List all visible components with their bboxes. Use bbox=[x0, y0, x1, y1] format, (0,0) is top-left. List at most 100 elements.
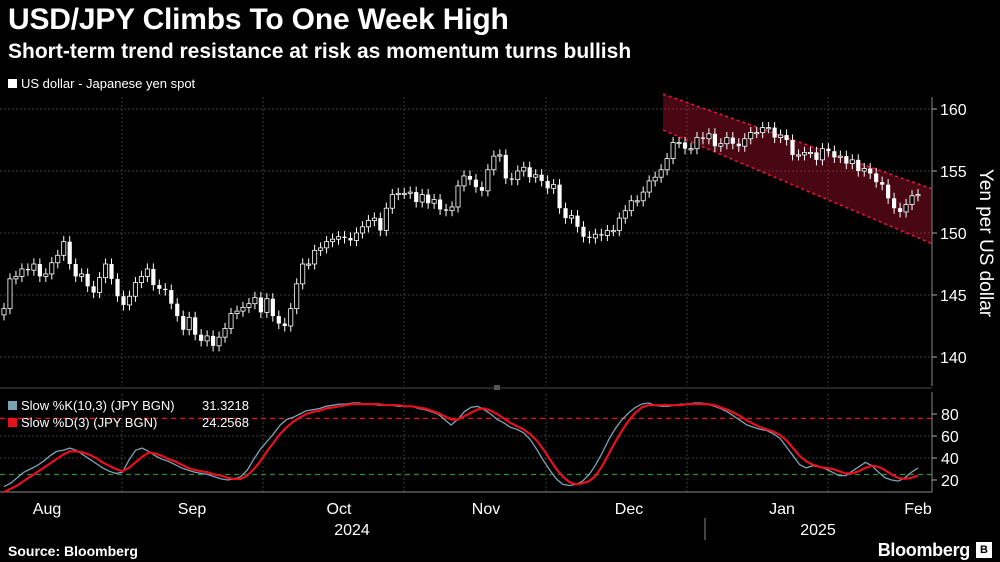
candle-body-up-137 bbox=[819, 148, 825, 161]
candle-body-up-60 bbox=[359, 226, 365, 234]
candle-body-up-102 bbox=[610, 230, 616, 233]
stoch-legend: Slow %K(10,3) (JPY BGN) 31.3218 Slow %D(3… bbox=[8, 398, 249, 430]
candle-body-up-87 bbox=[521, 166, 527, 172]
candle-body-up-113 bbox=[676, 142, 682, 145]
candle-body-down-141 bbox=[844, 156, 849, 164]
year-label-2024: 2024 bbox=[334, 522, 370, 539]
candle-body-up-49 bbox=[294, 283, 300, 310]
candle-body-down-131 bbox=[784, 135, 789, 140]
candle-body-up-21 bbox=[126, 295, 132, 306]
candle-body-down-145 bbox=[868, 168, 873, 174]
candle-body-up-59 bbox=[353, 232, 359, 241]
month-label-feb: Feb bbox=[904, 501, 932, 518]
candle-body-up-89 bbox=[533, 174, 539, 178]
candle-body-down-136 bbox=[814, 152, 819, 160]
candle-body-down-148 bbox=[886, 184, 891, 199]
candle-body-down-78 bbox=[467, 175, 473, 180]
candle-body-up-24 bbox=[144, 268, 150, 277]
chart-title: USD/JPY Climbs To One Week High bbox=[8, 3, 509, 36]
candle-body-down-20 bbox=[121, 296, 126, 305]
candle-body-down-63 bbox=[378, 218, 383, 231]
brand-logo-icon: B bbox=[976, 542, 992, 558]
candle-body-down-69 bbox=[414, 192, 419, 202]
stoch-y-axis: 20 40 60 80 bbox=[932, 407, 959, 490]
candle-body-up-3 bbox=[19, 268, 25, 277]
candle-body-up-39 bbox=[234, 310, 240, 314]
candle-body-up-51 bbox=[306, 263, 312, 266]
candle-body-down-114 bbox=[682, 142, 688, 149]
candle-body-up-70 bbox=[419, 194, 425, 203]
year-label-2025: 2025 bbox=[800, 522, 836, 539]
candle-body-down-150 bbox=[897, 208, 903, 212]
stoch-tick-label-40: 40 bbox=[941, 451, 959, 468]
candle-body-up-95 bbox=[569, 215, 575, 219]
month-label-sep: Sep bbox=[178, 501, 207, 518]
candle-body-down-15 bbox=[91, 286, 96, 293]
price-legend: US dollar - Japanese yen spot bbox=[8, 76, 196, 91]
legend-swatch-d bbox=[8, 418, 17, 427]
candle-body-down-88 bbox=[527, 167, 532, 178]
candle-body-up-50 bbox=[300, 263, 306, 285]
legend-swatch-usdjpy bbox=[8, 79, 17, 88]
price-y-axis: 140 145 150 155 160 bbox=[932, 102, 967, 367]
stoch-tick-label-20: 20 bbox=[941, 473, 959, 490]
candle-body-up-17 bbox=[103, 263, 109, 279]
brand-wordmark: Bloomberg bbox=[877, 540, 971, 560]
candle-body-up-52 bbox=[312, 249, 318, 265]
candle-body-up-116 bbox=[694, 137, 700, 150]
candle-body-down-90 bbox=[539, 174, 544, 181]
candle-body-up-118 bbox=[706, 133, 712, 140]
candle-body-up-142 bbox=[849, 159, 855, 164]
candle-body-down-29 bbox=[175, 303, 180, 317]
legend-swatch-k bbox=[8, 401, 17, 410]
candle-body-down-4 bbox=[25, 268, 30, 271]
price-tick-label-140: 140 bbox=[940, 350, 967, 367]
candle-body-down-32 bbox=[193, 317, 198, 335]
candle-body-up-126 bbox=[754, 132, 760, 135]
candle-body-up-101 bbox=[604, 230, 610, 236]
candle-body-up-68 bbox=[407, 191, 413, 194]
trend-channel-fill bbox=[663, 94, 932, 244]
price-candles bbox=[1, 122, 921, 352]
chart-subtitle: Short-term trend resistance at risk as m… bbox=[8, 40, 632, 63]
candle-body-up-82 bbox=[491, 155, 497, 171]
candle-body-down-12 bbox=[73, 264, 78, 277]
month-label-aug: Aug bbox=[33, 501, 61, 518]
candle-body-up-2 bbox=[13, 275, 19, 280]
candle-body-down-35 bbox=[210, 335, 216, 346]
candle-body-down-149 bbox=[892, 198, 897, 209]
candle-body-down-26 bbox=[157, 285, 162, 289]
candle-body-up-34 bbox=[204, 335, 210, 342]
candle-body-up-42 bbox=[252, 297, 258, 305]
candle-body-up-72 bbox=[431, 199, 437, 204]
candle-body-down-132 bbox=[790, 140, 795, 155]
candle-body-up-110 bbox=[658, 169, 664, 178]
candle-body-up-120 bbox=[718, 143, 724, 147]
price-tick-label-145: 145 bbox=[940, 288, 967, 305]
candle-body-up-130 bbox=[778, 134, 784, 138]
candle-body-up-107 bbox=[640, 191, 646, 202]
candle-body-up-115 bbox=[688, 148, 694, 151]
candle-body-up-38 bbox=[228, 313, 234, 329]
candle-body-up-65 bbox=[389, 194, 395, 209]
candle-body-up-153 bbox=[915, 194, 921, 197]
candle-body-up-0 bbox=[1, 308, 7, 316]
candle-body-up-112 bbox=[670, 142, 676, 159]
candle-body-up-40 bbox=[240, 306, 246, 312]
month-label-nov: Nov bbox=[472, 501, 500, 518]
candle-body-down-47 bbox=[282, 323, 287, 326]
candle-body-up-37 bbox=[222, 328, 228, 338]
candle-body-down-14 bbox=[85, 273, 90, 287]
price-tick-label-150: 150 bbox=[940, 226, 967, 243]
candle-body-up-133 bbox=[796, 154, 802, 157]
candle-body-up-86 bbox=[515, 170, 521, 181]
candle-body-up-111 bbox=[664, 158, 670, 171]
price-tick-label-160: 160 bbox=[940, 102, 967, 119]
candle-body-up-48 bbox=[288, 308, 294, 327]
candle-body-up-64 bbox=[383, 207, 389, 231]
candle-body-down-71 bbox=[426, 194, 431, 204]
candle-body-up-66 bbox=[395, 192, 401, 195]
candle-body-up-53 bbox=[318, 247, 324, 251]
candle-body-down-98 bbox=[587, 236, 592, 238]
